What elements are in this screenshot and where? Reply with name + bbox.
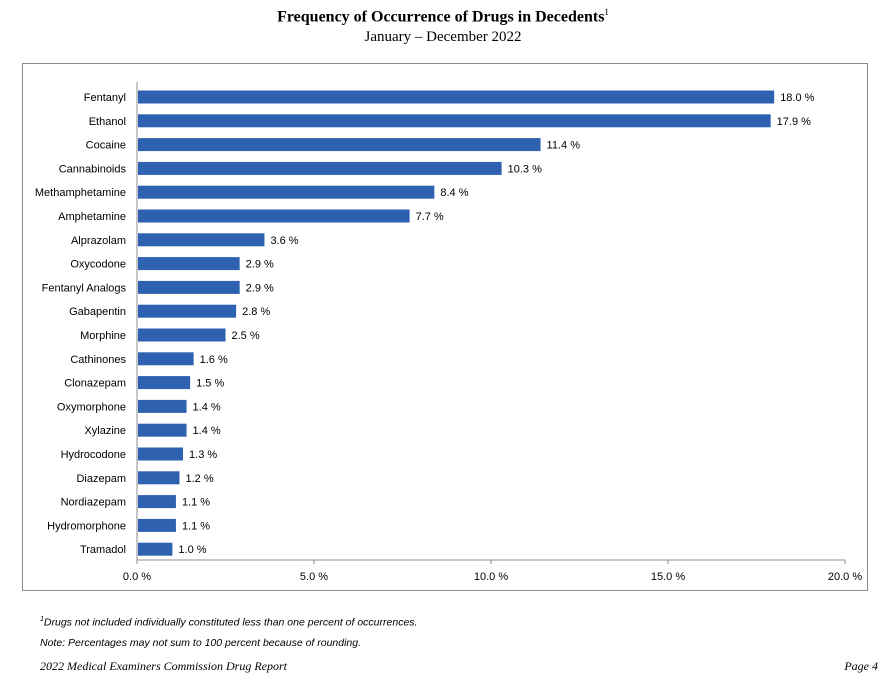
bar [138, 209, 410, 223]
title-footnote-marker: 1 [604, 7, 609, 17]
footnote-1: 1Drugs not included individually constit… [40, 616, 417, 629]
category-label: Morphine [80, 330, 126, 342]
data-label: 1.5 % [196, 378, 224, 390]
data-label: 18.0 % [780, 92, 814, 104]
bar [138, 114, 771, 128]
bar [138, 90, 775, 104]
category-label: Hydromorphone [47, 520, 126, 532]
bar [138, 304, 237, 318]
data-label: 11.4 % [547, 140, 581, 152]
category-label: Tramadol [80, 544, 126, 556]
data-label: 1.2 % [185, 473, 213, 485]
bar [138, 233, 265, 247]
report-name: 2022 Medical Examiners Commission Drug R… [40, 659, 287, 673]
x-tick-label: 20.0 % [828, 571, 862, 583]
x-tick-label: 10.0 % [474, 571, 508, 583]
category-label: Alprazolam [71, 235, 126, 247]
category-label: Xylazine [84, 425, 126, 437]
data-label: 1.3 % [189, 449, 217, 461]
data-label: 1.0 % [178, 544, 206, 556]
data-label: 17.9 % [777, 116, 811, 128]
bar-chart: 0.0 % 5.0 % 10.0 % 15.0 % 20.0 % Fentanyl 18.0… [35, 82, 862, 583]
bar [138, 161, 502, 175]
bar [138, 542, 173, 556]
data-label: 2.9 % [246, 282, 274, 294]
data-label: 1.4 % [193, 401, 221, 413]
category-label: Cocaine [86, 140, 126, 152]
category-label: Methamphetamine [35, 187, 126, 199]
data-label: 3.6 % [270, 235, 298, 247]
bar [138, 328, 226, 342]
category-label: Hydrocodone [61, 449, 126, 461]
category-label: Amphetamine [58, 211, 126, 223]
data-label: 7.7 % [416, 211, 444, 223]
bar [138, 495, 176, 509]
bar [138, 471, 180, 485]
x-tick-label: 0.0 % [123, 571, 151, 583]
category-label: Fentanyl [84, 92, 126, 104]
footnote-1-marker: 1 [40, 616, 44, 623]
bar [138, 518, 176, 532]
chart-title: Frequency of Occurrence of Drugs in Dece… [0, 7, 886, 26]
category-label: Cannabinoids [59, 163, 127, 175]
data-label: 1.6 % [200, 354, 228, 366]
bar [138, 423, 187, 437]
footnote-2: Note: Percentages may not sum to 100 per… [40, 637, 362, 649]
data-label: 2.5 % [232, 330, 260, 342]
bar [138, 352, 194, 366]
chart-title-text: Frequency of Occurrence of Drugs in Dece… [277, 8, 605, 26]
bar [138, 376, 191, 390]
bar [138, 280, 240, 294]
category-label: Oxycodone [70, 259, 126, 271]
bar [138, 257, 240, 271]
category-label: Gabapentin [69, 306, 126, 318]
x-tick-label: 15.0 % [651, 571, 685, 583]
category-label: Fentanyl Analogs [42, 282, 127, 294]
bar [138, 185, 435, 199]
category-label: Cathinones [70, 354, 126, 366]
footnote-1-text: Drugs not included individually constitu… [43, 616, 418, 629]
category-label: Oxymorphone [57, 401, 126, 413]
data-label: 1.1 % [182, 497, 210, 509]
category-label: Ethanol [89, 116, 126, 128]
bar [138, 399, 187, 413]
bar [138, 138, 541, 152]
data-label: 1.1 % [182, 520, 210, 532]
bar [138, 447, 184, 461]
data-label: 10.3 % [508, 163, 542, 175]
x-tick-label: 5.0 % [300, 571, 328, 583]
data-label: 8.4 % [440, 187, 468, 199]
data-label: 2.9 % [246, 259, 274, 271]
category-label: Clonazepam [64, 378, 126, 390]
page-number: Page 4 [844, 659, 878, 673]
data-label: 1.4 % [193, 425, 221, 437]
data-label: 2.8 % [242, 306, 270, 318]
chart-subtitle: January – December 2022 [364, 29, 522, 45]
category-label: Nordiazepam [61, 497, 126, 509]
chart-frame: 0.0 % 5.0 % 10.0 % 15.0 % 20.0 % Fentanyl 18.0… [22, 63, 868, 591]
category-label: Diazepam [76, 473, 126, 485]
